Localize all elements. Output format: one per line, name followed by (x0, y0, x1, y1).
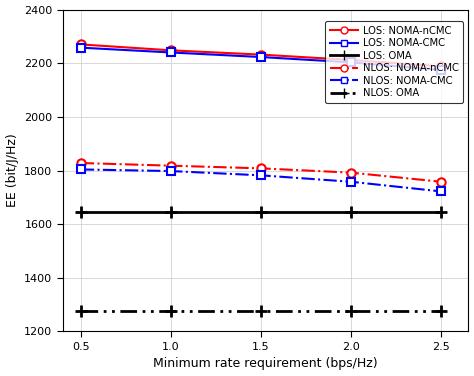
Legend: LOS: NOMA-nCMC, LOS: NOMA-CMC, LOS: OMA, NLOS: NOMA-nCMC, NLOS: NOMA-CMC, NLOS: : LOS: NOMA-nCMC, LOS: NOMA-CMC, LOS: OMA,… (325, 21, 464, 103)
Y-axis label: EE (bit/J/Hz): EE (bit/J/Hz) (6, 133, 18, 208)
X-axis label: Minimum rate requirement (bps/Hz): Minimum rate requirement (bps/Hz) (153, 358, 378, 370)
